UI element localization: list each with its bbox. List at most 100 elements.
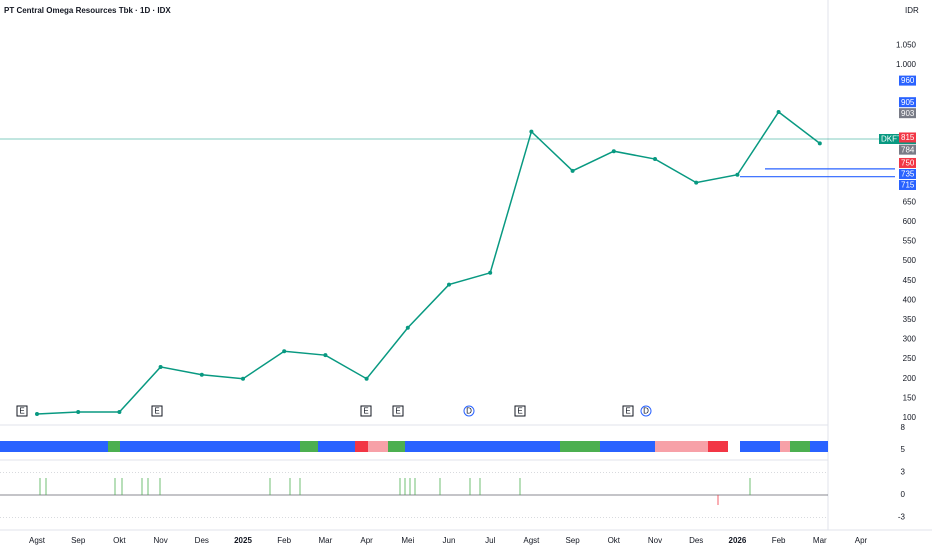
price-tag — [899, 97, 916, 108]
currency: IDR — [905, 6, 919, 15]
x-tick-label: Agst — [29, 536, 46, 545]
price-point — [529, 129, 534, 134]
event-marker — [514, 405, 526, 417]
price-tag-label: 784 — [901, 145, 915, 154]
y-tick-label: 450 — [903, 276, 917, 285]
y-tick-label: 250 — [903, 354, 917, 363]
strip-segment — [655, 441, 680, 452]
y-tick-label: 200 — [903, 374, 917, 383]
y-tick-label: 650 — [903, 197, 917, 206]
strip-segment — [780, 441, 790, 452]
strip-segment — [0, 441, 108, 452]
osc-tick-label: 3 — [901, 468, 906, 477]
strip-tick-label: 5 — [901, 445, 906, 454]
x-tick-label: Jul — [485, 536, 495, 545]
price-point — [611, 149, 616, 154]
event-label: E — [154, 407, 159, 416]
price-tag-label: 735 — [901, 170, 915, 179]
event-marker — [622, 405, 634, 417]
price-tag — [899, 108, 916, 119]
strip-segment — [810, 441, 828, 452]
strip-segment — [405, 441, 560, 452]
event-label: E — [395, 407, 400, 416]
event-label: E — [19, 407, 24, 416]
price-point — [199, 372, 204, 377]
x-tick-label: Jun — [443, 536, 456, 545]
x-tick-label: Apr — [855, 536, 868, 545]
strip-segment — [600, 441, 655, 452]
price-tag-label: 960 — [901, 76, 915, 85]
strip-segment — [740, 441, 780, 452]
price-point — [158, 364, 163, 369]
strip-segment — [120, 441, 300, 452]
price-point — [694, 180, 699, 185]
event-label: D — [643, 407, 649, 416]
strip-segment — [300, 441, 318, 452]
x-tick-label: Des — [689, 536, 703, 545]
x-tick-label: Feb — [277, 536, 291, 545]
strip-segment — [388, 441, 405, 452]
strip-segment — [355, 441, 368, 452]
x-tick-label: Sep — [565, 536, 580, 545]
strip-tick-label: 8 — [901, 423, 906, 432]
x-tick-label: Sep — [71, 536, 86, 545]
strip-segment — [728, 441, 740, 452]
x-tick-label: Mar — [319, 536, 333, 545]
price-tag — [899, 157, 916, 168]
event-label: E — [625, 407, 630, 416]
event-label: E — [363, 407, 368, 416]
y-tick-label: 400 — [903, 295, 917, 304]
event-label: D — [466, 407, 472, 416]
strip-segment — [368, 441, 388, 452]
x-tick-label: Nov — [648, 536, 662, 545]
price-tag — [899, 168, 916, 179]
price-point — [488, 270, 493, 275]
y-tick-label: 600 — [903, 217, 917, 226]
strip-segment — [680, 441, 708, 452]
strip-segment — [108, 441, 120, 452]
price-point — [570, 168, 575, 173]
x-tick-label: Feb — [772, 536, 786, 545]
y-tick-label: 150 — [903, 393, 917, 402]
x-tick-label: Agst — [523, 536, 540, 545]
price-tag — [899, 75, 916, 86]
x-tick-label: 2025 — [234, 536, 252, 545]
y-tick-label: 550 — [903, 237, 917, 246]
price-tag-label: 815 — [901, 133, 915, 142]
y-tick-label: 1.000 — [896, 60, 917, 69]
price-point — [76, 410, 81, 415]
price-tag-label: 905 — [901, 98, 915, 107]
x-tick-label: 2026 — [729, 536, 747, 545]
strip-segment — [560, 441, 600, 452]
x-tick-label: Okt — [608, 536, 621, 545]
event-label: E — [517, 407, 522, 416]
price-tag-label: 715 — [901, 181, 915, 190]
ticker-tag — [879, 134, 899, 144]
x-tick-label: Apr — [360, 536, 373, 545]
price-point — [405, 325, 410, 330]
price-point — [117, 410, 122, 415]
y-tick-label: 300 — [903, 335, 917, 344]
price-point — [776, 109, 781, 114]
chart-title: PT Central Omega Resources Tbk · 1D · ID… — [4, 6, 171, 15]
price-point — [323, 353, 328, 358]
event-marker — [463, 405, 475, 417]
price-line — [36, 110, 821, 415]
y-tick-label: 500 — [903, 256, 917, 265]
osc-tick-label: 0 — [901, 490, 906, 499]
x-tick-label: Des — [195, 536, 209, 545]
strip-segment — [708, 441, 728, 452]
x-tick-label: Nov — [153, 536, 167, 545]
price-point — [364, 376, 369, 381]
price-tag — [899, 144, 916, 155]
y-tick-label: 350 — [903, 315, 917, 324]
osc-tick-label: -3 — [898, 513, 906, 522]
event-marker — [151, 405, 163, 417]
price-point — [35, 412, 39, 417]
x-tick-label: Mar — [813, 536, 827, 545]
price-tag — [899, 132, 916, 143]
price-point — [447, 282, 451, 287]
price-tag-label: 750 — [901, 159, 915, 168]
strip-segment — [790, 441, 810, 452]
